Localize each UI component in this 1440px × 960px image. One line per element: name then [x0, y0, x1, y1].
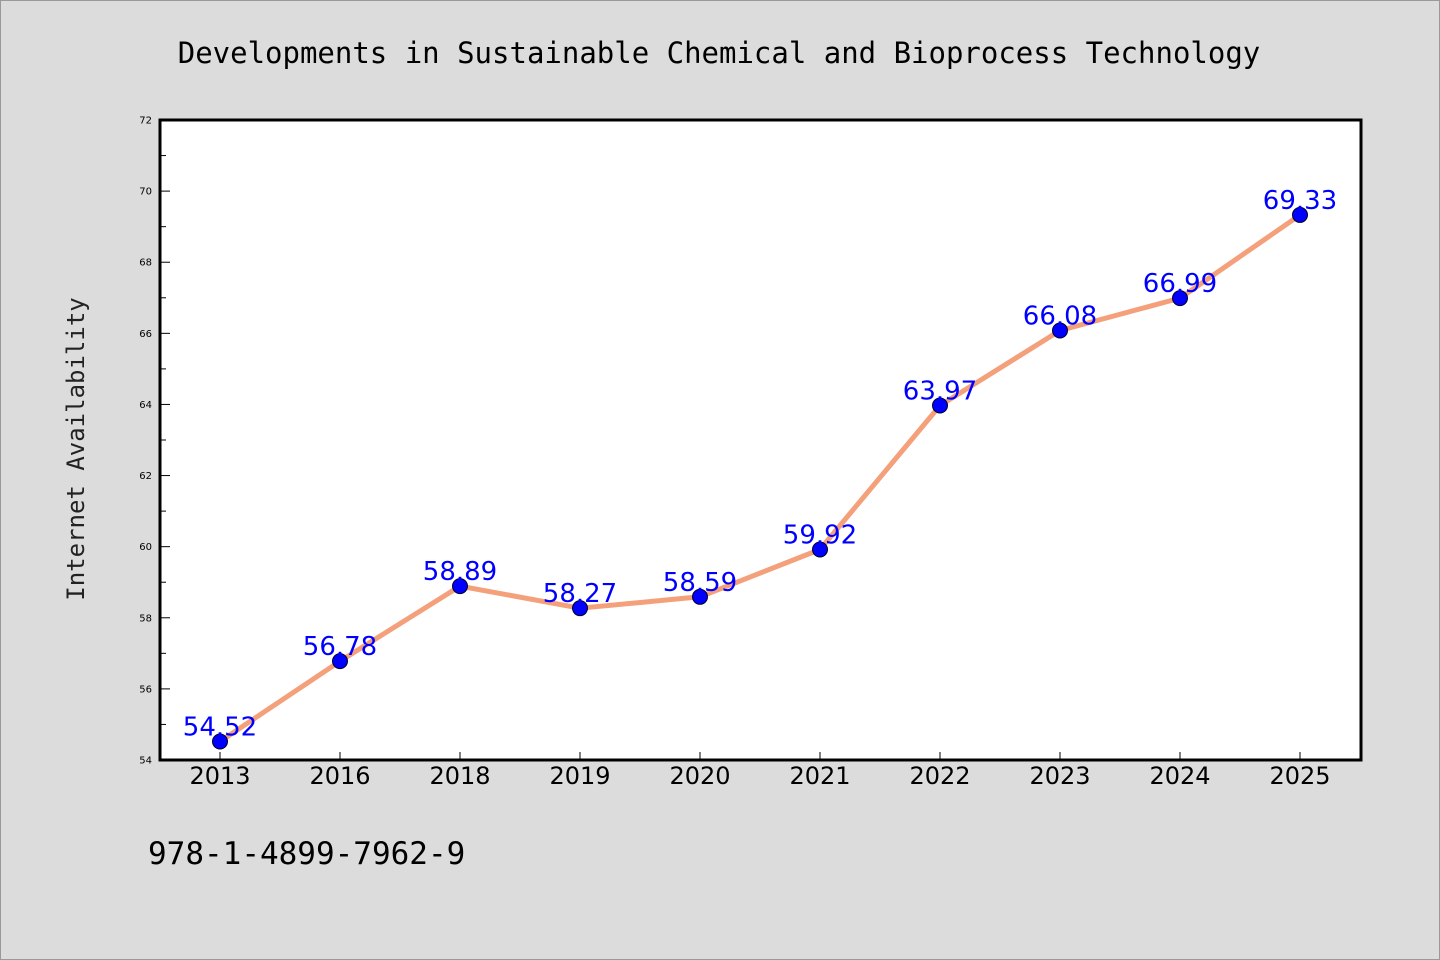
data-point [212, 733, 228, 750]
chart-title: Developments in Sustainable Chemical and… [178, 36, 1261, 70]
x-tick-label: 2022 [909, 762, 970, 790]
data-point [1292, 206, 1308, 223]
data-label: 56.78 [303, 632, 377, 662]
data-label: 66.08 [1023, 301, 1097, 331]
x-tick-label: 2018 [429, 762, 490, 790]
data-label: 58.89 [423, 557, 497, 587]
data-label: 63.97 [903, 377, 977, 407]
x-tick-label: 2025 [1269, 762, 1330, 790]
y-tick-label: 62 [139, 471, 152, 482]
y-tick-label: 56 [139, 684, 152, 695]
x-axis: 2013 2016 2018 2019 2020 2021 2022 2023 2024 2025 [189, 752, 1331, 790]
x-tick-label: 2019 [549, 762, 610, 790]
data-label: 59.92 [783, 521, 857, 551]
y-tick-label: 58 [139, 613, 152, 624]
y-tick-label: 70 [139, 187, 152, 198]
x-tick-label: 2024 [1149, 762, 1210, 790]
series-group: 54.52 56.78 58.89 58.27 58.59 59.92 63.97 66.08… [183, 186, 1337, 750]
isbn-label: 978-1-4899-7962-9 [148, 836, 465, 872]
data-label: 58.27 [543, 579, 617, 609]
y-axis: 54 56 58 60 62 64 66 68 70 72 [139, 116, 170, 767]
data-point [572, 600, 588, 617]
data-label: 66.99 [1143, 269, 1217, 299]
y-axis-label: Internet Availability [62, 297, 90, 600]
y-tick-label: 72 [139, 116, 152, 127]
data-point [692, 588, 708, 605]
data-point [812, 541, 828, 558]
y-tick-label: 54 [139, 756, 152, 767]
data-point [332, 653, 348, 670]
data-label: 58.59 [663, 568, 737, 598]
data-point [932, 397, 948, 414]
data-point [1172, 290, 1188, 307]
x-tick-label: 2021 [789, 762, 850, 790]
data-point [452, 578, 468, 595]
data-point [1052, 322, 1068, 339]
data-label: 54.52 [183, 713, 257, 743]
data-label: 69.33 [1263, 186, 1337, 216]
x-tick-label: 2023 [1029, 762, 1090, 790]
y-tick-label: 60 [139, 542, 152, 553]
plot-area [158, 118, 1363, 762]
series-line [217, 212, 1303, 745]
x-tick-label: 2016 [309, 762, 370, 790]
y-tick-label: 66 [139, 329, 152, 340]
y-tick-label: 64 [139, 400, 152, 411]
x-tick-label: 2013 [189, 762, 250, 790]
y-tick-label: 68 [139, 258, 152, 269]
x-tick-label: 2020 [669, 762, 730, 790]
